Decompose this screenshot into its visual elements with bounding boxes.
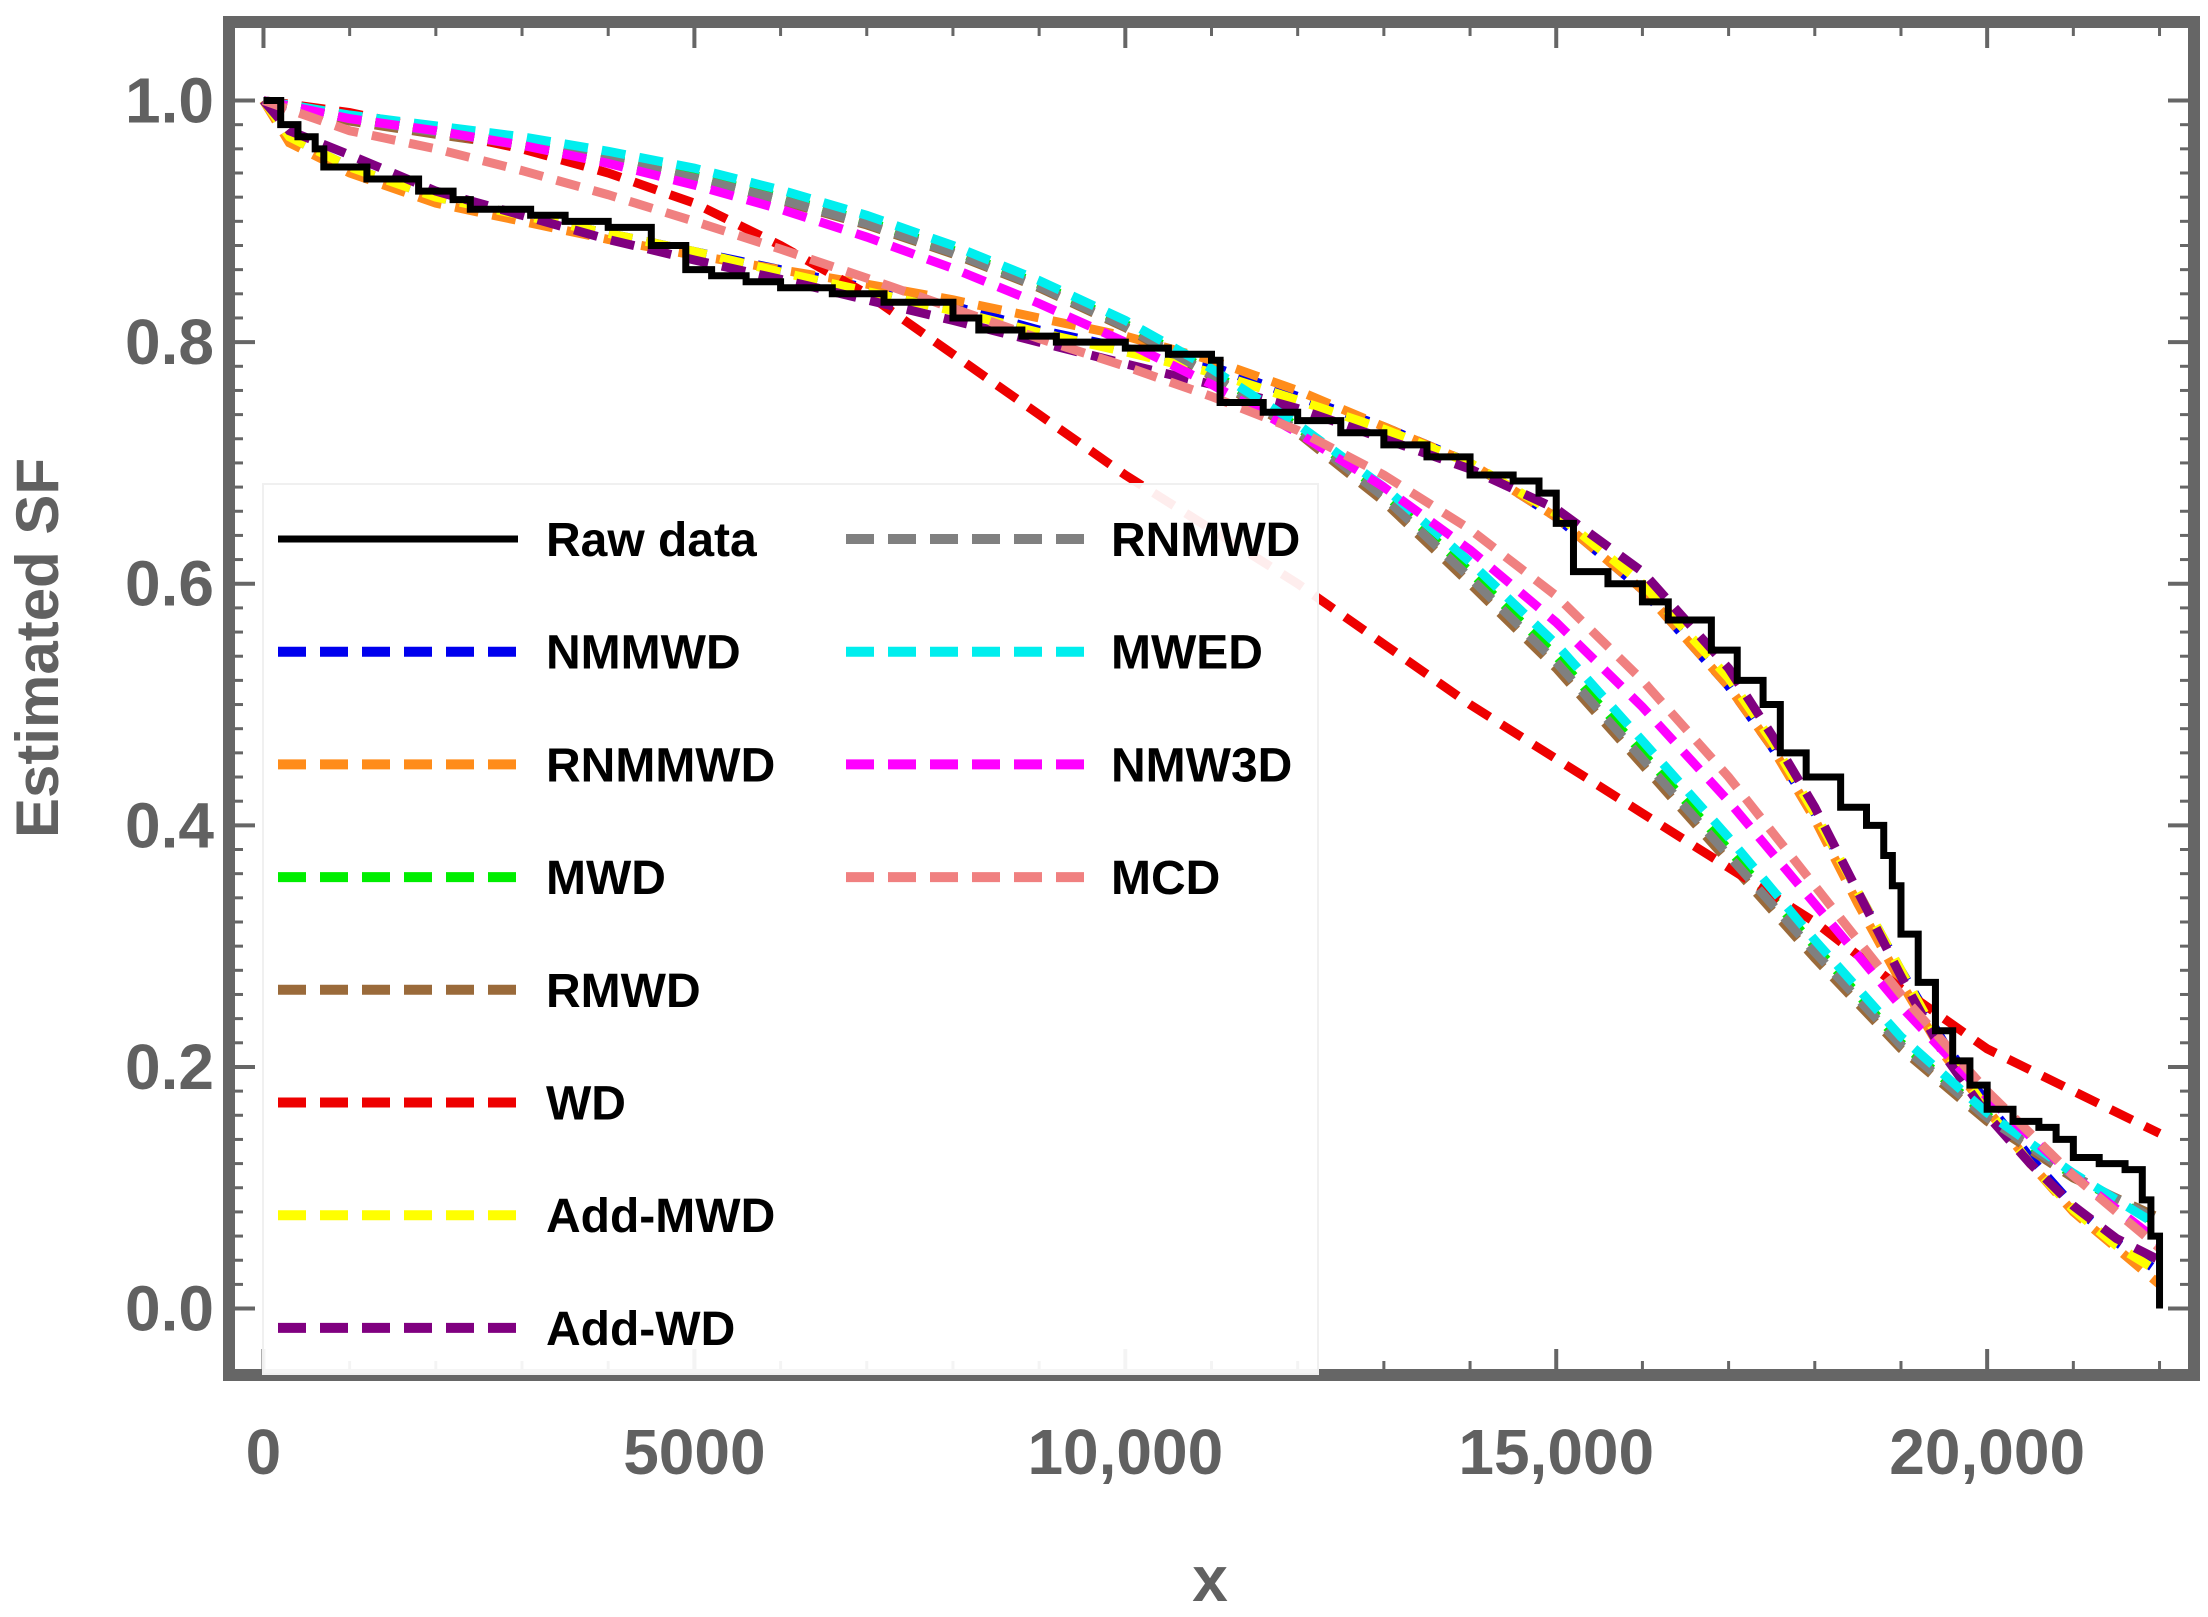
legend-item-mwd: MWD xyxy=(278,852,666,905)
legend-label: NMW3D xyxy=(1111,739,1292,792)
legend-label: Add-WD xyxy=(546,1303,735,1356)
legend-item-add-wd: Add-WD xyxy=(278,1303,735,1356)
legend-label: MCD xyxy=(1111,852,1220,905)
y-tick-label: 0.0 xyxy=(125,1273,214,1345)
legend-label: RNMMWD xyxy=(546,739,775,792)
series-line-wd xyxy=(262,96,2162,1138)
y-axis-label: Estimated SF xyxy=(4,458,71,838)
series-line-raw-data xyxy=(263,97,2164,1309)
series-line-nmw3d xyxy=(262,96,2163,1246)
legend-item-raw-data: Raw data xyxy=(278,514,757,567)
x-tick-label: 0 xyxy=(246,1416,282,1488)
legend-label: Add-MWD xyxy=(546,1190,775,1243)
series-line-mcd xyxy=(261,96,2163,1252)
legend-item-add-mwd: Add-MWD xyxy=(278,1190,775,1243)
y-tick-label: 0.8 xyxy=(125,306,214,378)
series-layer xyxy=(259,96,2164,1309)
legend-label: WD xyxy=(546,1078,626,1131)
legend-box xyxy=(262,483,1319,1375)
x-tick-label: 15,000 xyxy=(1458,1416,1654,1488)
legend-label: MWED xyxy=(1111,627,1263,680)
x-tick-label: 10,000 xyxy=(1027,1416,1223,1488)
legend-item-nmmwd: NMMWD xyxy=(278,627,741,680)
x-tick-label: 20,000 xyxy=(1889,1416,2085,1488)
y-tick-label: 0.2 xyxy=(125,1031,214,1103)
series-line-mwed xyxy=(262,96,2162,1231)
legend-item-wd: WD xyxy=(278,1078,626,1131)
legend-item-rmwd: RMWD xyxy=(278,965,701,1018)
y-tick-label: 0.6 xyxy=(125,548,214,620)
legend-label: MWD xyxy=(546,852,666,905)
legend-item-mwed: MWED xyxy=(846,627,1263,680)
legend-item-nmw3d: NMW3D xyxy=(846,739,1292,792)
y-tick-label: 1.0 xyxy=(125,65,214,137)
y-tick-label: 0.4 xyxy=(125,789,214,861)
legend-label: RNMWD xyxy=(1111,514,1300,567)
legend-label: NMMWD xyxy=(546,627,741,680)
tick-labels: 0 5000 10,000 15,000 20,000 0.0 0.2 0.4 0.6 0.8 1.… xyxy=(125,65,2085,1488)
legend-item-mcd: MCD xyxy=(846,852,1220,905)
legend-label: Raw data xyxy=(546,514,757,567)
legend-label: RMWD xyxy=(546,965,701,1018)
x-axis-label: x xyxy=(1192,1543,1228,1615)
legend-item-rnmwd: RNMWD xyxy=(846,514,1300,567)
legend: Raw data NMMWD RNMMWD MWD RMWD WD Add-MWD Add-W… xyxy=(262,483,1319,1375)
legend-item-rnmmwd: RNMMWD xyxy=(278,739,775,792)
x-tick-label: 5000 xyxy=(623,1416,765,1488)
